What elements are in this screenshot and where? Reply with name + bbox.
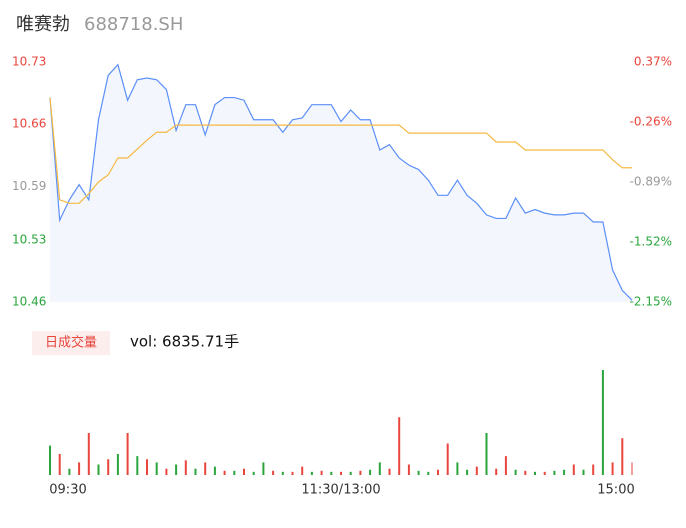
volume-bar — [388, 468, 391, 475]
y2-tick-label: -0.89% — [630, 175, 672, 189]
volume-bar — [543, 471, 546, 475]
y-tick-label: 10.53 — [12, 232, 46, 246]
volume-bar — [437, 469, 439, 475]
volume-bar — [233, 470, 236, 475]
volume-bar — [631, 462, 633, 475]
volume-bar — [340, 471, 342, 475]
volume-bar — [601, 370, 604, 475]
volume-bar — [369, 469, 372, 475]
volume-bar — [466, 469, 469, 475]
volume-bar — [213, 466, 216, 475]
volume-bar — [175, 464, 178, 475]
volume-bar — [553, 470, 556, 475]
x-tick-label: 09:30 — [49, 483, 86, 498]
volume-bar — [58, 454, 61, 475]
volume-bar — [281, 471, 284, 475]
volume-text: vol: 6835.71手 — [130, 333, 239, 351]
volume-bar — [330, 471, 333, 475]
volume-bar — [524, 470, 527, 475]
volume-bar — [514, 469, 517, 475]
volume-bar — [310, 471, 313, 475]
volume-bar — [427, 471, 430, 475]
subtitle: 688718.SH — [84, 14, 183, 35]
volume-bar — [485, 433, 488, 475]
y-tick-label: 10.59 — [12, 179, 46, 193]
price-line — [49, 63, 633, 301]
volume-bar — [475, 466, 478, 475]
volume-bar — [116, 454, 119, 475]
y-tick-label: 10.66 — [12, 117, 46, 131]
y2-tick-label: -2.15% — [630, 295, 672, 309]
volume-bar — [417, 470, 420, 475]
volume-bar — [407, 464, 410, 475]
title: 唯赛勃 — [16, 14, 70, 35]
volume-bar — [252, 471, 255, 475]
volume-bar — [320, 470, 323, 475]
volume-bar — [495, 468, 498, 475]
volume-bar — [611, 462, 614, 475]
volume-bar — [349, 471, 352, 475]
volume-bar — [291, 471, 294, 475]
volume-bar — [621, 438, 624, 475]
volume-bar — [155, 462, 158, 475]
volume-bar — [68, 468, 71, 475]
volume-bar — [592, 464, 595, 475]
x-tick-label: 11:30/13:00 — [301, 483, 380, 498]
volume-bar — [378, 462, 381, 475]
volume-bar — [572, 464, 575, 475]
volume-bar — [534, 471, 536, 475]
volume-bar — [504, 456, 507, 475]
volume-bar — [97, 464, 100, 475]
volume-bar — [78, 462, 81, 475]
volume-bar — [398, 417, 401, 475]
volume-bar — [582, 469, 585, 475]
volume-title-bg — [32, 331, 110, 355]
y2-tick-label: -1.52% — [630, 235, 672, 249]
price-area — [50, 64, 632, 303]
volume-bar — [184, 460, 187, 475]
volume-bar — [272, 470, 275, 475]
volume-bar — [204, 462, 207, 475]
volume-bar — [87, 433, 90, 475]
volume-bar — [262, 462, 265, 475]
y-tick-label: 10.73 — [12, 55, 46, 69]
volume-bar — [165, 468, 168, 475]
volume-bar — [301, 466, 304, 475]
volume-bar — [223, 470, 226, 475]
volume-bar — [456, 462, 459, 475]
average-line — [49, 97, 632, 204]
volume-bar — [359, 470, 362, 475]
volume-bar — [107, 459, 110, 475]
y2-tick-label: -0.26% — [630, 115, 672, 129]
volume-bar — [136, 456, 139, 475]
volume-bar — [446, 443, 449, 475]
y2-tick-label: 0.37% — [634, 55, 672, 69]
volume-bar — [563, 469, 566, 475]
volume-bar — [194, 468, 197, 475]
volume-bar — [49, 445, 51, 475]
volume-bar — [146, 459, 148, 475]
volume-title: 日成交量 — [45, 335, 97, 351]
x-tick-label: 15:00 — [597, 483, 634, 498]
y-tick-label: 10.46 — [12, 295, 46, 309]
volume-bar — [243, 468, 245, 475]
volume-bar — [126, 433, 129, 475]
